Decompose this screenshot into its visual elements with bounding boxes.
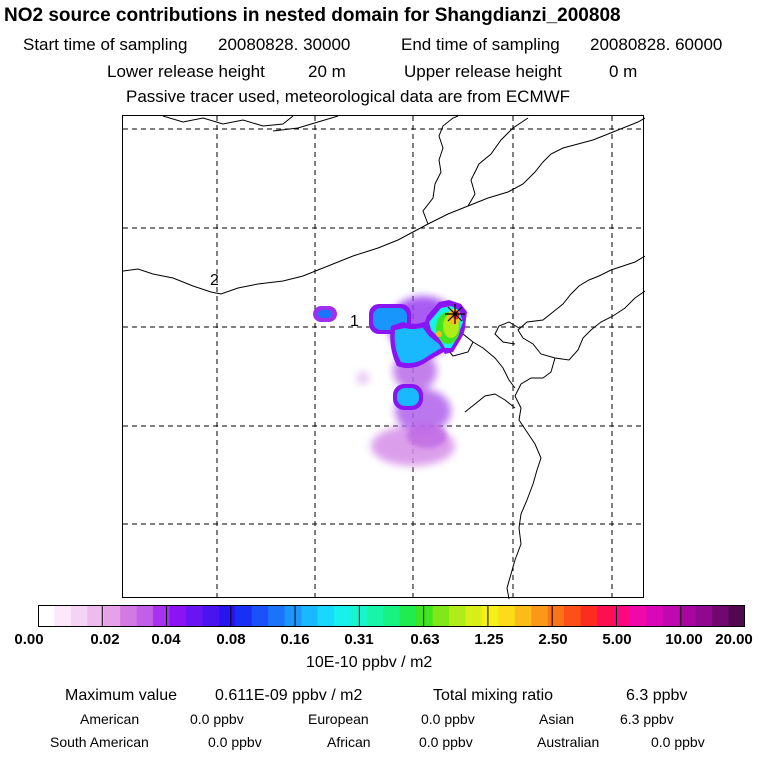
colorbar-swatch	[580, 605, 598, 627]
colorbar-swatch	[629, 605, 647, 627]
colorbar-swatches	[38, 605, 746, 627]
region-value: 0.0 ppbv	[421, 711, 475, 727]
colorbar-swatch	[120, 605, 138, 627]
colorbar-swatch	[712, 605, 730, 627]
colorbar-swatch	[268, 605, 286, 627]
country-borders	[123, 116, 645, 599]
colorbar-tick: 0.31	[344, 631, 374, 648]
region-value: 6.3 ppbv	[620, 711, 674, 727]
colorbar-swatch	[416, 605, 434, 627]
colorbar-swatch	[498, 605, 516, 627]
region-name: South American	[50, 734, 149, 750]
colorbar-swatch	[202, 605, 220, 627]
colorbar-swatch	[597, 605, 615, 627]
colorbar-tick: 0.16	[280, 631, 310, 648]
colorbar-swatch	[38, 605, 56, 627]
colorbar-swatch	[564, 605, 582, 627]
colorbar-swatch	[399, 605, 417, 627]
colorbar-tick: 2.50	[538, 631, 568, 648]
colorbar-swatch	[301, 605, 319, 627]
region-value: 0.0 ppbv	[190, 711, 244, 727]
upper-height-label: Upper release height	[404, 62, 562, 81]
max-value-label: Maximum value	[65, 687, 178, 704]
total-mixing-value: 6.3 ppbv	[626, 687, 688, 704]
concentration-plume	[313, 296, 467, 466]
map-label-1: 1	[350, 313, 359, 330]
end-time-label: End time of sampling	[401, 35, 560, 54]
colorbar-tick: 1.25	[474, 631, 504, 648]
colorbar	[38, 605, 746, 627]
graticule	[123, 116, 645, 599]
end-time-value: 20080828. 60000	[590, 35, 723, 54]
colorbar-swatch	[662, 605, 680, 627]
region-name: African	[327, 734, 371, 750]
colorbar-swatch	[531, 605, 549, 627]
colorbar-swatch	[366, 605, 384, 627]
colorbar-tick: 20.00	[715, 631, 753, 648]
colorbar-tick: 0.00	[14, 631, 44, 648]
colorbar-tick: 0.08	[216, 631, 246, 648]
colorbar-swatch	[383, 605, 401, 627]
colorbar-border	[38, 605, 745, 627]
tracer-note: Passive tracer used, meteorological data…	[126, 87, 571, 106]
colorbar-swatch	[153, 605, 171, 627]
colorbar-tick: 0.04	[151, 631, 181, 648]
colorbar-swatch	[218, 605, 236, 627]
map-label-2: 2	[210, 272, 219, 289]
colorbar-swatch	[449, 605, 467, 627]
region-value: 0.0 ppbv	[419, 734, 473, 750]
colorbar-swatch	[547, 605, 565, 627]
colorbar-swatch	[136, 605, 154, 627]
colorbar-swatch	[465, 605, 483, 627]
colorbar-swatch	[728, 605, 746, 627]
map-canvas: 2 1	[123, 116, 645, 599]
colorbar-swatch	[235, 605, 253, 627]
colorbar-tick: 5.00	[602, 631, 632, 648]
colorbar-units: 10E-10 ppbv / m2	[306, 654, 433, 671]
total-mixing-label: Total mixing ratio	[433, 687, 554, 704]
colorbar-swatch	[284, 605, 302, 627]
colorbar-swatch	[103, 605, 121, 627]
colorbar-tick: 0.63	[410, 631, 440, 648]
colorbar-swatch	[70, 605, 88, 627]
map-title: NO2 source contributions in nested domai…	[4, 5, 621, 26]
upper-height-value: 0 m	[609, 62, 638, 81]
colorbar-swatch	[251, 605, 269, 627]
colorbar-swatch	[646, 605, 664, 627]
max-value: 0.611E-09 ppbv / m2	[215, 687, 363, 704]
region-name: Australian	[537, 734, 600, 750]
region-name: American	[80, 711, 140, 727]
colorbar-swatch	[317, 605, 335, 627]
colorbar-swatch	[432, 605, 450, 627]
colorbar-swatch	[481, 605, 499, 627]
colorbar-tick: 0.02	[90, 631, 120, 648]
colorbar-swatch	[514, 605, 532, 627]
station-marker	[445, 304, 465, 324]
colorbar-swatch	[679, 605, 697, 627]
colorbar-tick: 10.00	[665, 631, 703, 648]
lower-height-label: Lower release height	[107, 62, 265, 81]
map-panel: 2 1	[122, 115, 645, 599]
region-value: 0.0 ppbv	[208, 734, 262, 750]
region-name: European	[308, 711, 369, 727]
start-time-value: 20080828. 30000	[218, 35, 351, 54]
colorbar-swatch	[695, 605, 713, 627]
colorbar-swatch	[54, 605, 72, 627]
colorbar-swatch	[87, 605, 105, 627]
colorbar-swatch	[613, 605, 631, 627]
region-name: Asian	[539, 711, 575, 727]
lower-height-value: 20 m	[308, 62, 346, 81]
colorbar-swatch	[169, 605, 187, 627]
region-value: 0.0 ppbv	[651, 734, 705, 750]
colorbar-swatch	[185, 605, 204, 627]
start-time-label: Start time of sampling	[23, 35, 188, 54]
colorbar-swatch	[333, 605, 351, 627]
